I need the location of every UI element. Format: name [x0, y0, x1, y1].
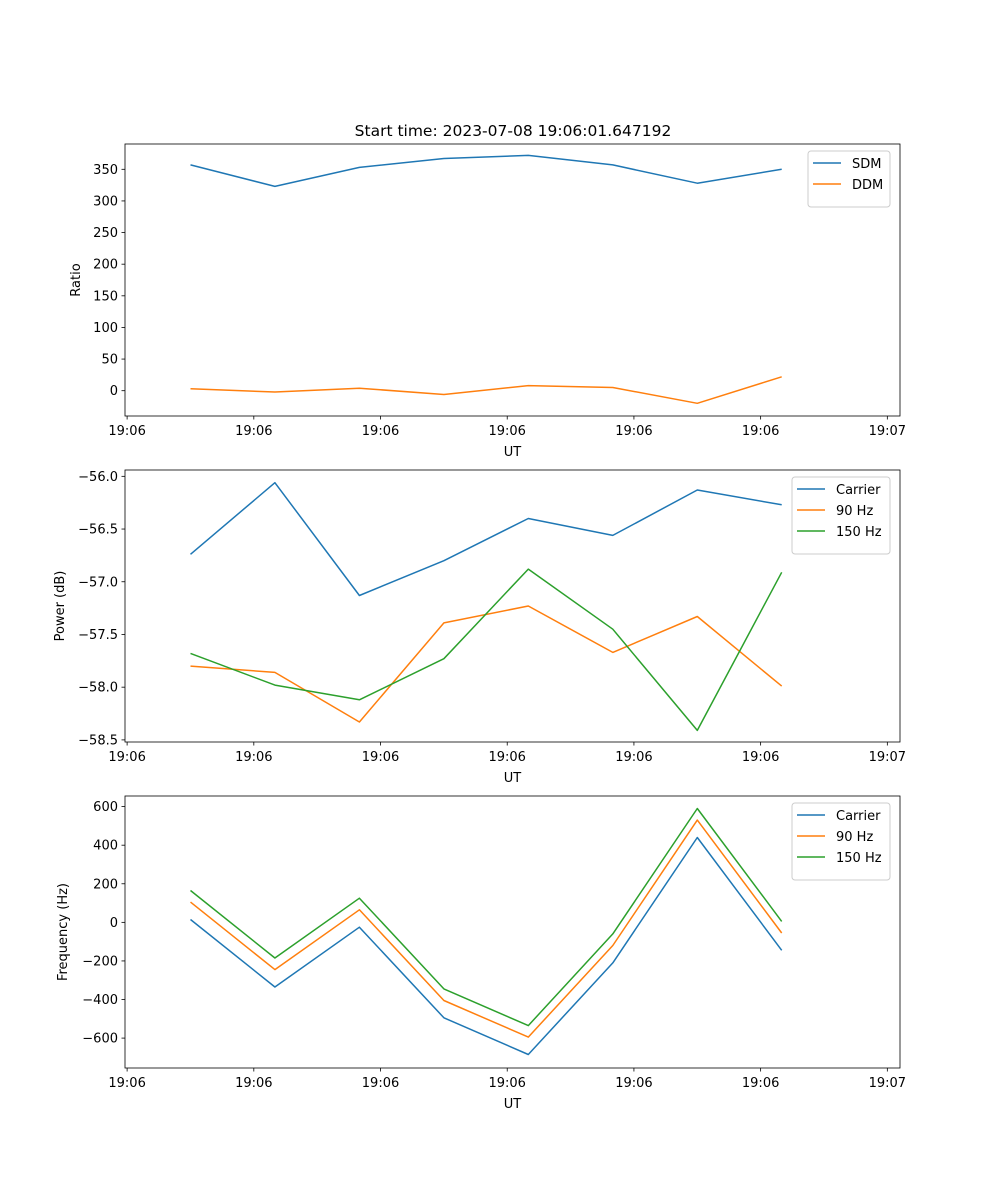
x-tick-label: 19:06	[615, 1076, 652, 1091]
x-tick-label: 19:07	[869, 1076, 906, 1091]
x-tick-label: 19:06	[488, 750, 525, 765]
legend-label: Carrier	[836, 809, 881, 824]
x-tick-label: 19:06	[488, 424, 525, 439]
legend-label: 150 Hz	[836, 851, 882, 866]
y-tick-label: 250	[93, 226, 118, 241]
series-line-150-hz	[190, 568, 783, 732]
legend-label: 90 Hz	[836, 830, 873, 845]
x-tick-label: 19:06	[742, 1076, 779, 1091]
series-line-90-hz	[190, 605, 783, 723]
x-tick-label: 19:06	[235, 750, 272, 765]
y-tick-label: 100	[93, 321, 118, 336]
y-tick-label: −56.5	[78, 523, 118, 538]
chart-panel-3: −600 −400 −200 0 200 400 600 19:06 19:06 19:06 19:…	[56, 795, 906, 1112]
y-tick-label: −57.0	[78, 575, 118, 590]
legend: Carrier 90 Hz 150 Hz	[791, 476, 891, 555]
y-tick-label: −58.0	[78, 681, 118, 696]
y-tick-label: 400	[93, 839, 118, 854]
x-tick-label: 19:06	[108, 750, 145, 765]
x-axis-label: UT	[504, 445, 522, 460]
legend-label: 90 Hz	[836, 504, 873, 519]
series-line-carrier	[190, 481, 782, 597]
legend-label: Carrier	[836, 483, 881, 498]
series-line-ddm	[190, 376, 782, 405]
legend-label: 150 Hz	[836, 525, 882, 540]
legend-label: DDM	[852, 178, 883, 193]
series-line-carrier	[190, 836, 783, 1056]
x-tick-label: 19:06	[488, 1076, 525, 1091]
axes-frame	[124, 469, 901, 743]
y-tick-label: −58.5	[78, 733, 118, 748]
legend-box	[791, 476, 891, 555]
x-tick-label: 19:07	[869, 750, 906, 765]
y-tick-label: −600	[82, 1032, 118, 1047]
y-tick-label: 150	[93, 289, 118, 304]
legend: Carrier 90 Hz 150 Hz	[791, 802, 891, 881]
x-tick-label: 19:06	[362, 750, 399, 765]
x-tick-label: 19:06	[362, 1076, 399, 1091]
y-tick-label: −200	[82, 954, 118, 969]
y-tick-label: 50	[101, 353, 118, 368]
y-tick-label: −56.0	[78, 470, 118, 485]
y-axis-label: Power (dB)	[53, 571, 68, 642]
y-axis-label: Frequency (Hz)	[56, 883, 71, 981]
chart-panel-1: 0 50 100 150 200 250 300 350 19:06 19:06 19:06 19:0…	[69, 143, 906, 460]
y-tick-label: −400	[82, 993, 118, 1008]
x-tick-label: 19:06	[235, 1076, 272, 1091]
y-tick-label: 0	[110, 384, 118, 399]
x-tick-label: 19:06	[615, 750, 652, 765]
x-axis-label: UT	[504, 771, 522, 786]
y-tick-label: 350	[93, 163, 118, 178]
axes-frame	[124, 143, 901, 417]
series-line-90-hz	[190, 819, 783, 1038]
legend-box	[791, 802, 891, 881]
y-tick-label: −57.5	[78, 628, 118, 643]
y-axis-label: Ratio	[69, 263, 84, 296]
x-tick-label: 19:06	[362, 424, 399, 439]
x-axis-label: UT	[504, 1097, 522, 1112]
y-tick-label: 200	[93, 877, 118, 892]
y-tick-label: 0	[110, 916, 118, 931]
x-tick-label: 19:06	[742, 750, 779, 765]
chart-panel-2: −58.5 −58.0 −57.5 −57.0 −56.5 −56.0 19:06 19:06…	[53, 469, 906, 786]
y-tick-label: 300	[93, 194, 118, 209]
x-tick-label: 19:06	[235, 424, 272, 439]
series-line-150-hz	[190, 807, 783, 1027]
y-tick-label: 600	[93, 800, 118, 815]
x-tick-label: 19:06	[742, 424, 779, 439]
legend: SDM DDM	[807, 150, 891, 208]
series-line-sdm	[190, 154, 782, 188]
legend-box	[807, 150, 891, 208]
x-tick-label: 19:06	[615, 424, 652, 439]
x-tick-label: 19:06	[108, 424, 145, 439]
y-tick-label: 200	[93, 258, 118, 273]
axes-frame	[124, 795, 901, 1069]
plots: 0 50 100 150 200 250 300 350 19:06 19:06 19:06 19:0…	[53, 143, 906, 1112]
legend-label: SDM	[852, 157, 881, 172]
x-tick-label: 19:07	[869, 424, 906, 439]
x-tick-label: 19:06	[108, 1076, 145, 1091]
figure-title: Start time: 2023-07-08 19:06:01.647192	[355, 122, 672, 140]
